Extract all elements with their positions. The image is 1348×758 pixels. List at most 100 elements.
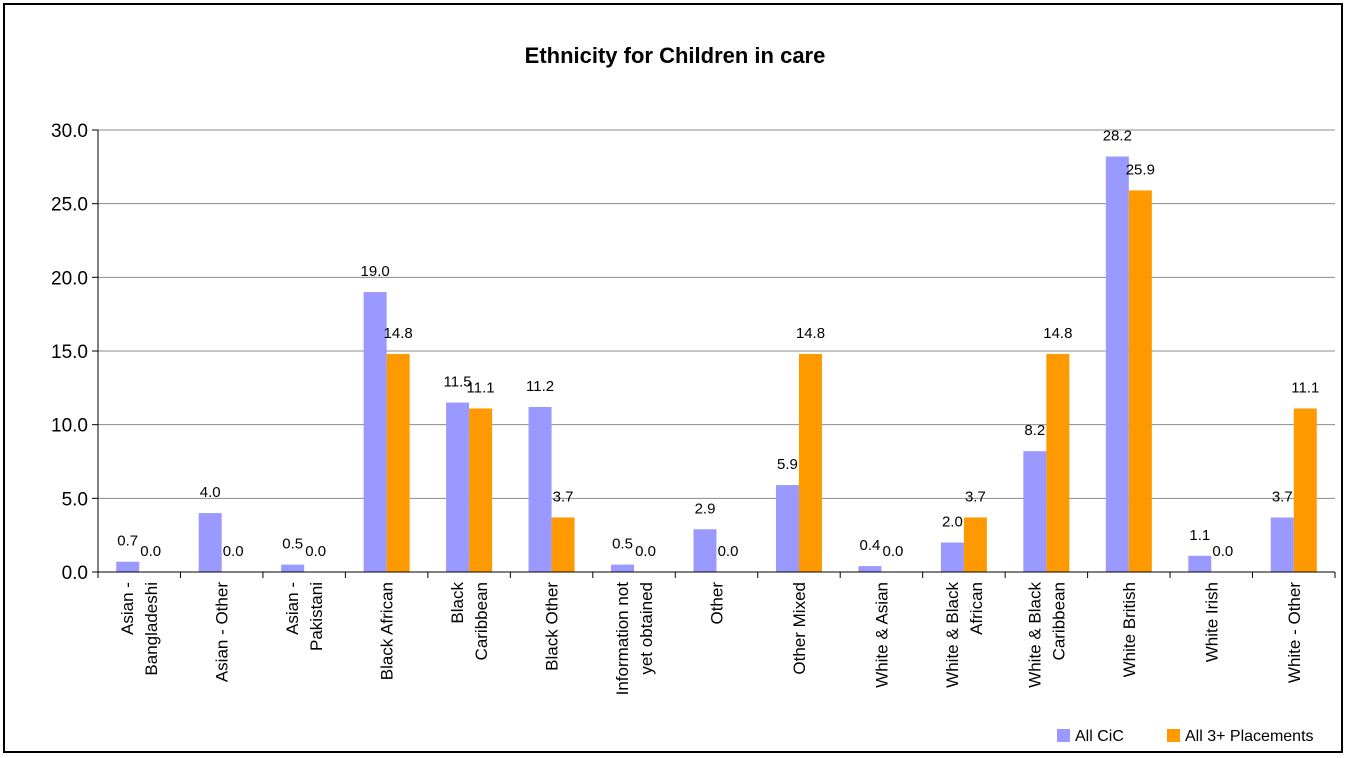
data-label: 19.0 — [361, 263, 390, 280]
y-tick-label: 5.0 — [62, 489, 88, 510]
x-category-label-line: White & Black — [1025, 582, 1044, 688]
y-tick-label: 30.0 — [51, 121, 88, 142]
bar-all-cic — [858, 566, 882, 572]
bar-all-3plus — [1128, 190, 1152, 572]
x-category-label: White & Black Caribbean — [1025, 582, 1068, 688]
x-category-label-line: Black — [448, 582, 467, 624]
x-category-label-line: Bangladeshi — [142, 582, 161, 676]
x-category-label: Asian - Other — [213, 582, 232, 682]
y-tick-label: 0.0 — [62, 563, 88, 584]
bar-all-cic — [1105, 156, 1129, 572]
x-category-label-line: Information not — [613, 582, 632, 696]
x-category-label-line: Other Mixed — [790, 582, 809, 675]
x-category-label-line: Asian - — [118, 582, 137, 635]
y-tick-label: 10.0 — [51, 416, 88, 437]
chart-frame: Ethnicity for Children in care 0.0 5.0 10.… — [3, 3, 1343, 753]
bar-all-3plus — [798, 353, 822, 572]
x-category-label: Black African — [378, 582, 397, 680]
x-category-label: White & Asian — [872, 582, 891, 688]
data-label: 14.8 — [1043, 325, 1072, 342]
chart-title: Ethnicity for Children in care — [525, 43, 826, 68]
data-label: 2.0 — [942, 514, 963, 531]
data-label: 0.0 — [1212, 543, 1233, 560]
x-category-label-line: White British — [1120, 582, 1139, 677]
x-category-label-line: Black Other — [543, 582, 562, 671]
bar-all-cic — [1023, 451, 1047, 572]
legend-label: All 3+ Placements — [1185, 728, 1314, 745]
data-label: 8.2 — [1024, 422, 1045, 439]
data-label: 1.1 — [1189, 527, 1210, 544]
x-category-label-line: White & Black — [943, 582, 962, 688]
data-label: 11.5 — [444, 374, 472, 391]
bar-all-cic — [1188, 555, 1212, 572]
data-label: 3.7 — [1272, 488, 1293, 505]
bar-all-3plus — [1046, 353, 1070, 572]
y-tick-label: 25.0 — [51, 195, 88, 216]
data-label: 0.0 — [140, 543, 161, 560]
x-category-label: Other — [708, 582, 727, 625]
data-label: 0.5 — [612, 536, 633, 553]
x-category-label: Asian - Pakistani — [283, 582, 326, 651]
bar-all-cic — [1270, 517, 1294, 572]
data-label: 25.9 — [1126, 161, 1155, 178]
x-category-label: White - Other — [1285, 582, 1304, 683]
legend-swatch — [1057, 729, 1070, 742]
x-category-label: White & Black African — [943, 582, 986, 688]
data-label: 3.7 — [553, 488, 574, 505]
x-axis-labels: Asian - Bangladeshi Asian - Other Asian - Pa… — [118, 582, 1304, 696]
x-category-label: White Irish — [1202, 582, 1221, 662]
bar-all-3plus — [551, 517, 575, 572]
x-category-label-line: Asian - — [283, 582, 302, 635]
x-category-label-line: Other — [708, 582, 727, 625]
data-label: 14.8 — [796, 325, 825, 342]
bar-all-3plus — [386, 353, 410, 572]
x-category-label-line: White & Asian — [872, 582, 891, 688]
bar-all-cic — [281, 564, 305, 572]
bar-all-3plus — [469, 408, 493, 572]
x-category-label: Other Mixed — [790, 582, 809, 675]
data-label: 0.4 — [860, 537, 881, 554]
data-label: 5.9 — [777, 456, 798, 473]
x-category-label: Information not yet obtained — [613, 582, 656, 696]
x-category-label: Black Other — [543, 582, 562, 671]
bar-all-cic — [775, 485, 799, 572]
bar-all-3plus — [963, 517, 987, 572]
legend: All CiC All 3+ Placements — [1057, 728, 1314, 745]
data-label: 11.1 — [467, 379, 495, 396]
x-category-label-line: White Irish — [1202, 582, 1221, 662]
y-tick-label: 15.0 — [51, 342, 88, 363]
data-labels: 0.7 4.0 0.5 19.0 11.5 11.2 0.5 2.9 5.9 0.4 2.0 8.2 2… — [117, 128, 1319, 560]
x-category-label-line: African — [967, 582, 986, 635]
data-label: 0.5 — [282, 536, 303, 553]
x-category-label: Black Caribbean — [448, 582, 491, 661]
data-label: 0.0 — [223, 543, 244, 560]
x-category-label-line: Caribbean — [472, 582, 491, 660]
data-label: 28.2 — [1103, 128, 1132, 145]
bar-all-cic — [116, 561, 140, 572]
data-label: 11.1 — [1291, 379, 1319, 396]
data-label: 0.0 — [635, 543, 656, 560]
bar-all-cic — [446, 402, 470, 572]
data-label: 0.0 — [718, 543, 739, 560]
data-label: 0.0 — [883, 543, 904, 560]
data-label: 14.8 — [384, 325, 413, 342]
bar-all-cic — [363, 292, 387, 572]
bars — [116, 156, 1317, 572]
bar-all-cic — [611, 564, 635, 572]
legend-label: All CiC — [1075, 728, 1124, 745]
x-category-label-line: White - Other — [1285, 582, 1304, 683]
data-label: 11.2 — [526, 378, 554, 395]
data-label: 3.7 — [965, 488, 986, 505]
data-label: 0.0 — [305, 543, 326, 560]
bar-all-cic — [198, 513, 222, 572]
data-label: 0.7 — [117, 533, 138, 550]
bar-all-3plus — [1293, 408, 1317, 572]
x-category-label: Asian - Bangladeshi — [118, 582, 161, 676]
x-category-label-line: yet obtained — [637, 582, 656, 675]
bar-chart: Ethnicity for Children in care 0.0 5.0 10.… — [51, 43, 1336, 745]
y-axis-ticks: 0.0 5.0 10.0 15.0 20.0 25.0 30.0 — [51, 121, 98, 584]
data-label: 2.9 — [695, 500, 716, 517]
bar-all-cic — [693, 529, 717, 572]
x-category-label-line: Asian - Other — [213, 582, 232, 682]
x-category-label-line: Black African — [378, 582, 397, 680]
